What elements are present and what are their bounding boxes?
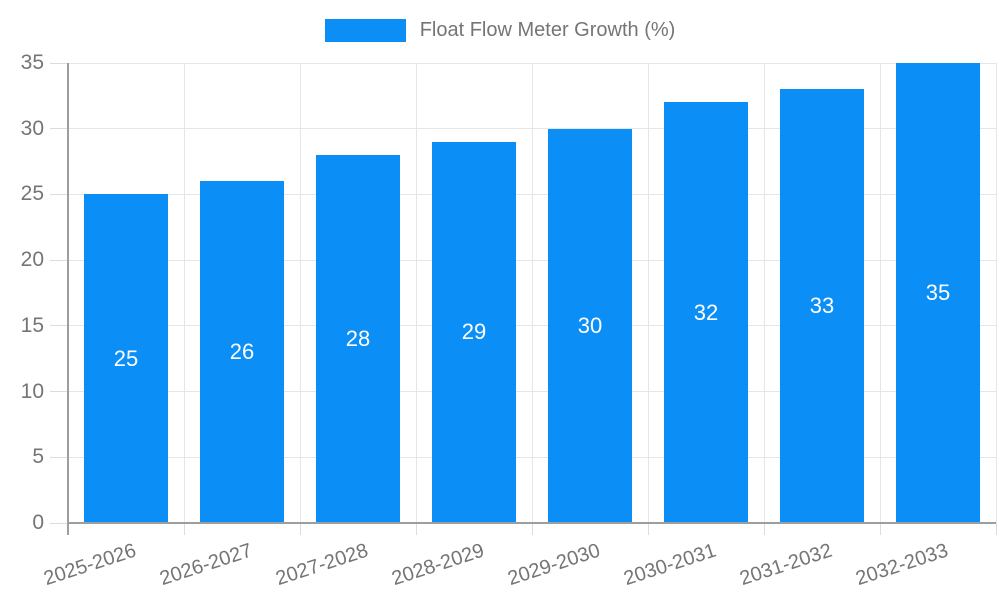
y-tick-mark — [50, 259, 68, 261]
bar-value-label: 32 — [693, 299, 719, 325]
bar[interactable] — [780, 89, 864, 523]
y-axis-tick-label: 10 — [20, 379, 44, 403]
x-tick-mark — [995, 523, 997, 535]
x-tick-mark — [183, 523, 185, 535]
x-tick-mark — [415, 523, 417, 535]
bar[interactable] — [896, 63, 980, 523]
x-axis-tick-label: 2025-2026 — [41, 539, 140, 591]
legend-label: Float Flow Meter Growth (%) — [419, 19, 676, 41]
y-tick-mark — [50, 62, 68, 64]
y-tick-mark — [50, 193, 68, 195]
bar[interactable] — [432, 141, 516, 523]
bar-value-label: 33 — [809, 293, 835, 319]
x-axis-tick-label: 2027-2028 — [273, 539, 372, 591]
bar[interactable] — [200, 181, 284, 523]
bar-value-label: 30 — [577, 312, 603, 338]
bar[interactable] — [84, 194, 168, 523]
x-tick-mark — [531, 523, 533, 535]
bar-value-label: 25 — [113, 345, 139, 371]
bar[interactable] — [548, 128, 632, 523]
y-tick-mark — [50, 128, 68, 130]
x-tick-mark — [647, 523, 649, 535]
x-gridline — [879, 63, 881, 523]
y-tick-mark — [50, 325, 68, 327]
x-axis-tick-label: 2032-2033 — [853, 539, 952, 591]
x-tick-mark — [763, 523, 765, 535]
x-tick-mark — [299, 523, 301, 535]
y-axis-tick-label: 5 — [32, 445, 44, 469]
y-axis-tick-label: 20 — [20, 248, 44, 272]
y-axis-tick-label: 15 — [20, 313, 44, 337]
y-tick-mark — [50, 391, 68, 393]
x-gridline — [299, 63, 301, 523]
bar-value-label: 26 — [229, 339, 255, 365]
y-axis-tick-label: 25 — [20, 182, 44, 206]
legend-swatch — [324, 19, 406, 42]
chart-legend: Float Flow Meter Growth (%) — [0, 19, 1000, 42]
y-axis-line — [67, 63, 69, 535]
y-axis-tick-label: 30 — [20, 116, 44, 140]
bar-value-label: 35 — [925, 280, 951, 305]
x-gridline — [415, 63, 417, 523]
bar[interactable] — [664, 102, 748, 523]
x-axis-tick-label: 2029-2030 — [505, 539, 604, 591]
y-tick-mark — [50, 456, 68, 458]
x-axis-tick-label: 2030-2031 — [621, 539, 720, 591]
bar-value-label: 29 — [461, 319, 487, 345]
y-axis-tick-label: 35 — [20, 51, 44, 74]
x-gridline — [183, 63, 185, 523]
x-gridline — [531, 63, 533, 523]
bar[interactable] — [316, 155, 400, 523]
x-axis-tick-label: 2028-2029 — [389, 539, 488, 591]
x-gridline — [763, 63, 765, 523]
y-axis-tick-label: 0 — [32, 511, 44, 534]
bar-value-label: 28 — [345, 326, 371, 351]
x-axis-tick-label: 2026-2027 — [157, 539, 256, 591]
x-gridline — [647, 63, 649, 523]
x-tick-mark — [879, 523, 881, 535]
x-gridline — [995, 63, 997, 523]
x-axis-tick-label: 2031-2032 — [737, 539, 836, 591]
y-tick-mark — [50, 522, 68, 524]
x-axis-line — [68, 522, 996, 524]
